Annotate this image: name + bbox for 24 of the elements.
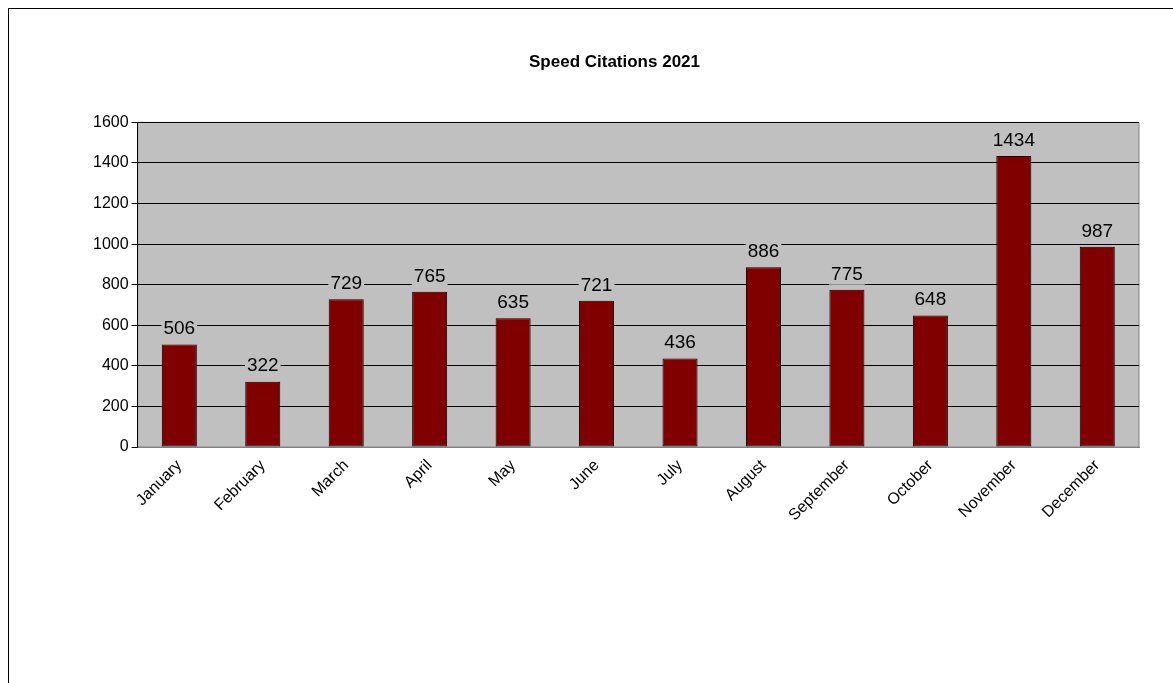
data-label: 322 [246, 354, 279, 376]
data-label: 721 [580, 273, 613, 295]
data-label: 765 [413, 264, 446, 286]
y-tick-label: 1600 [93, 112, 129, 130]
y-tick-label: 1000 [93, 234, 129, 252]
y-tick-label: 1400 [93, 153, 129, 171]
data-label: 635 [497, 290, 529, 312]
x-tick-label: May [484, 456, 519, 490]
y-tick-label: 200 [101, 396, 129, 414]
data-label: 506 [163, 317, 196, 339]
data-label: 729 [330, 271, 363, 293]
data-label: 987 [1081, 219, 1114, 241]
x-tick-label: July [653, 456, 686, 489]
data-label: 775 [831, 262, 863, 284]
y-tick-label: 600 [101, 315, 129, 333]
y-tick-label: 400 [101, 356, 129, 374]
data-label: 886 [747, 240, 780, 262]
data-label: 1434 [992, 128, 1036, 150]
y-tick-label: 1200 [93, 193, 129, 211]
y-tick-label: 800 [101, 275, 129, 293]
y-tick-label: 0 [119, 437, 129, 455]
chart-title: Speed Citations 2021 [528, 51, 701, 71]
data-label: 648 [914, 288, 947, 310]
data-label: 436 [664, 331, 696, 353]
